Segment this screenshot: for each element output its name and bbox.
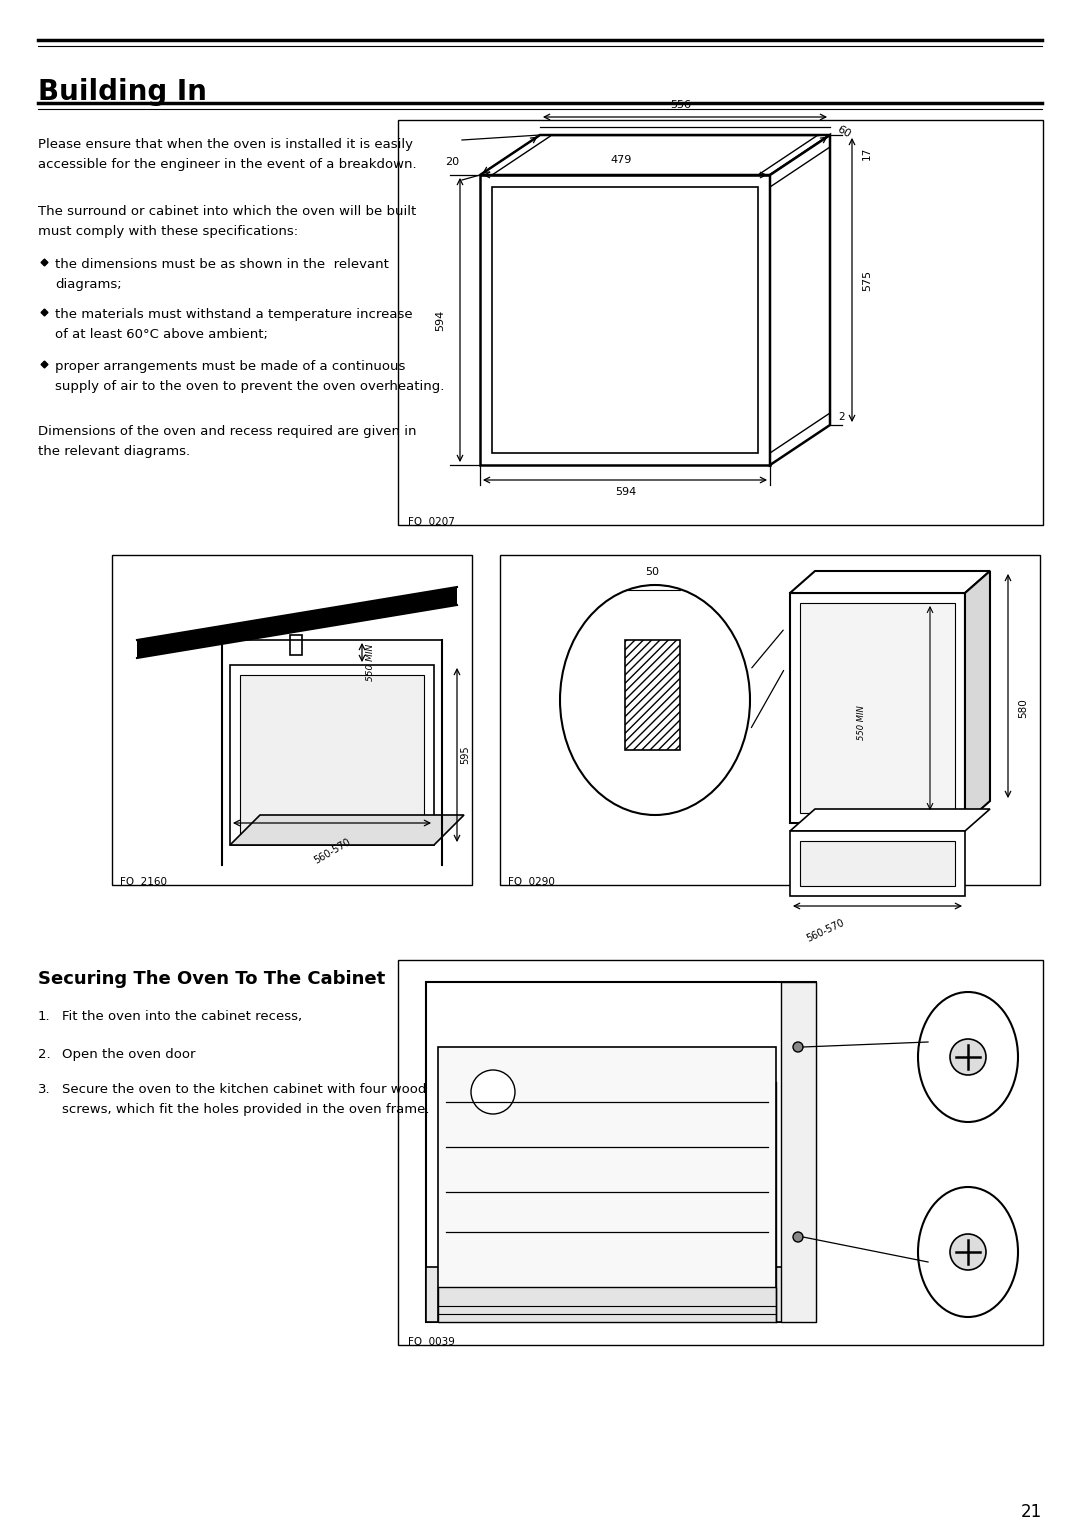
Bar — [625, 640, 680, 750]
Text: 17: 17 — [862, 147, 872, 159]
Text: 560-570: 560-570 — [312, 837, 352, 866]
Polygon shape — [230, 814, 464, 845]
Circle shape — [793, 1042, 804, 1051]
Circle shape — [588, 1280, 615, 1309]
Bar — [500, 555, 1040, 885]
Text: 595: 595 — [460, 746, 470, 764]
Bar — [438, 1047, 777, 1322]
Text: the dimensions must be as shown in the  relevant
diagrams;: the dimensions must be as shown in the r… — [55, 258, 389, 290]
Circle shape — [793, 1232, 804, 1242]
Ellipse shape — [561, 585, 750, 814]
Circle shape — [459, 1273, 503, 1317]
Bar — [800, 840, 955, 886]
Bar — [789, 593, 966, 824]
Text: Securing The Oven To The Cabinet: Securing The Oven To The Cabinet — [38, 970, 386, 989]
Text: Secure the oven to the kitchen cabinet with four wood
screws, which fit the hole: Secure the oven to the kitchen cabinet w… — [62, 1083, 430, 1115]
Text: 550 MIN: 550 MIN — [366, 643, 375, 680]
Bar — [112, 555, 472, 885]
Circle shape — [471, 1070, 515, 1114]
Circle shape — [519, 1273, 563, 1317]
Text: Dimensions of the oven and recess required are given in
the relevant diagrams.: Dimensions of the oven and recess requir… — [38, 425, 417, 458]
Text: the materials must withstand a temperature increase
of at least 60°C above ambie: the materials must withstand a temperatu… — [55, 309, 413, 341]
Bar — [789, 831, 966, 895]
Text: 594: 594 — [615, 487, 636, 497]
Circle shape — [467, 1280, 495, 1309]
Polygon shape — [789, 808, 990, 831]
Text: 2.: 2. — [38, 1048, 51, 1060]
Polygon shape — [770, 134, 831, 465]
Bar — [426, 1267, 816, 1322]
Text: 556: 556 — [670, 99, 691, 110]
Text: 3.: 3. — [38, 1083, 51, 1096]
Ellipse shape — [918, 1187, 1018, 1317]
Bar — [399, 960, 1043, 1345]
Text: Please ensure that when the oven is installed it is easily
accessible for the en: Please ensure that when the oven is inst… — [38, 138, 417, 171]
Text: 1.: 1. — [38, 1010, 51, 1024]
Polygon shape — [966, 571, 990, 824]
Text: 20: 20 — [445, 157, 459, 167]
Circle shape — [950, 1039, 986, 1076]
Bar — [230, 665, 434, 845]
Text: 60: 60 — [835, 124, 852, 141]
Bar — [291, 636, 302, 656]
Text: Open the oven door: Open the oven door — [62, 1048, 195, 1060]
Circle shape — [527, 1280, 555, 1309]
Text: 2: 2 — [838, 413, 845, 422]
Text: FO  0290: FO 0290 — [508, 877, 555, 886]
Text: FO  0039: FO 0039 — [408, 1337, 455, 1348]
Text: The surround or cabinet into which the oven will be built
must comply with these: The surround or cabinet into which the o… — [38, 205, 416, 238]
Text: proper arrangements must be made of a continuous
supply of air to the oven to pr: proper arrangements must be made of a co… — [55, 361, 444, 393]
Text: FO  0207: FO 0207 — [408, 516, 455, 527]
Text: 594: 594 — [435, 309, 445, 330]
Circle shape — [579, 1273, 623, 1317]
Bar — [426, 983, 816, 1322]
Polygon shape — [137, 587, 457, 659]
Text: 580: 580 — [1018, 698, 1028, 718]
Text: FO  2160: FO 2160 — [120, 877, 167, 886]
Bar — [800, 604, 955, 813]
Bar — [492, 186, 758, 452]
Text: 560-570: 560-570 — [805, 918, 846, 944]
Circle shape — [950, 1235, 986, 1270]
Polygon shape — [789, 571, 990, 593]
Ellipse shape — [918, 992, 1018, 1122]
Bar — [781, 983, 816, 1322]
Text: 50: 50 — [645, 567, 659, 578]
Text: 575: 575 — [862, 269, 872, 290]
Bar — [438, 1287, 777, 1322]
Text: 21: 21 — [1021, 1504, 1042, 1520]
Bar — [240, 675, 424, 834]
Bar — [480, 176, 770, 465]
Text: Fit the oven into the cabinet recess,: Fit the oven into the cabinet recess, — [62, 1010, 302, 1024]
Text: 550 MIN: 550 MIN — [858, 706, 866, 741]
Bar — [399, 121, 1043, 526]
Polygon shape — [480, 134, 831, 176]
Text: Building In: Building In — [38, 78, 207, 105]
Text: 479: 479 — [610, 154, 632, 165]
